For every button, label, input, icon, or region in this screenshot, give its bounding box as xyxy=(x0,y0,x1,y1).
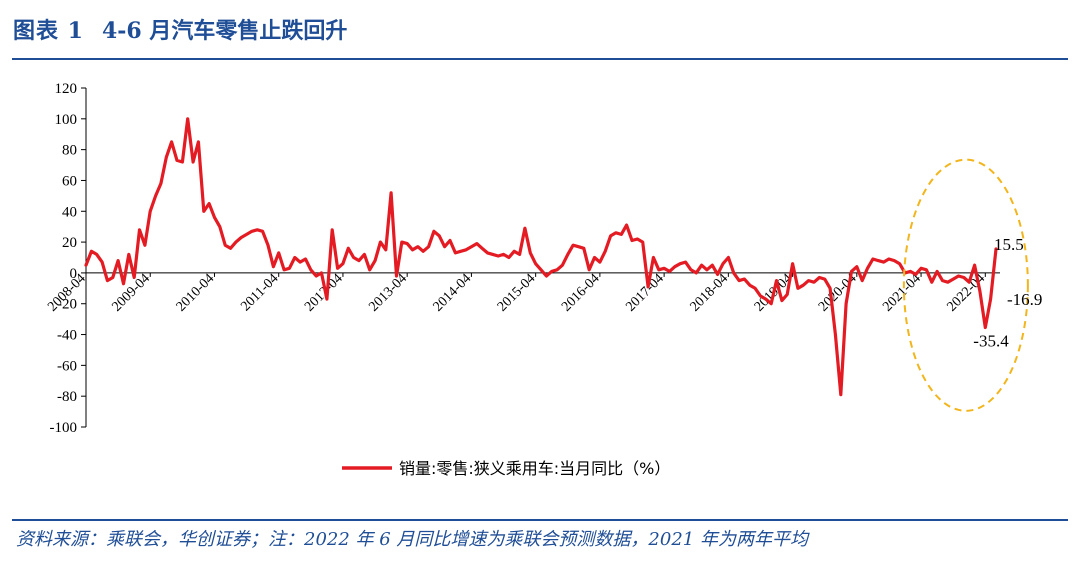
y-tick-label: 120 xyxy=(55,81,78,97)
y-tick-label: -40 xyxy=(57,328,77,344)
legend-label: 销量:零售:狭义乘用车:当月同比（%） xyxy=(399,459,670,478)
x-tick-label: 2015-04 xyxy=(495,271,539,315)
data-label-may: -16.9 xyxy=(1007,290,1042,309)
y-tick-label: -60 xyxy=(57,358,77,374)
y-tick-label: 80 xyxy=(62,143,77,159)
y-tick-label: 20 xyxy=(62,235,77,251)
data-label-apr: -35.4 xyxy=(973,331,1009,350)
figure-title: 4-6 月汽车零售止跌回升 xyxy=(101,18,348,44)
figure-header: 图表 1 4-6 月汽车零售止跌回升 xyxy=(13,12,1063,46)
y-tick-label: 40 xyxy=(62,204,77,220)
figure-label: 图表 1 xyxy=(13,18,84,44)
y-tick-label: -80 xyxy=(57,389,77,405)
highlight-ellipse xyxy=(902,158,1029,412)
y-tick-label: -100 xyxy=(50,420,78,436)
data-label-jun: 15.5 xyxy=(994,235,1024,254)
x-tick-label: 2011-04 xyxy=(238,271,281,314)
y-tick-label: 60 xyxy=(62,173,77,189)
x-tick-label: 2017-04 xyxy=(623,271,667,315)
source-note: 资料来源：乘联会，华创证券；注：2022 年 6 月同比增速为乘联会预测数据，2… xyxy=(16,529,808,550)
header-divider xyxy=(12,58,1068,60)
x-tick-label: 2021-04 xyxy=(880,271,924,315)
y-tick-label: 100 xyxy=(55,112,78,128)
y-tick-label: 0 xyxy=(70,266,78,282)
footer-divider xyxy=(12,519,1068,521)
series-line-retail-yoy xyxy=(84,117,998,397)
x-tick-label: 2009-04 xyxy=(109,271,153,315)
x-tick-label: 2013-04 xyxy=(366,271,410,315)
x-tick-label: 2016-04 xyxy=(559,271,603,315)
y-tick-label: -20 xyxy=(57,297,77,313)
x-tick-label: 2010-04 xyxy=(174,271,218,315)
x-tick-label: 2014-04 xyxy=(431,271,475,315)
x-tick-label: 2018-04 xyxy=(688,271,732,315)
